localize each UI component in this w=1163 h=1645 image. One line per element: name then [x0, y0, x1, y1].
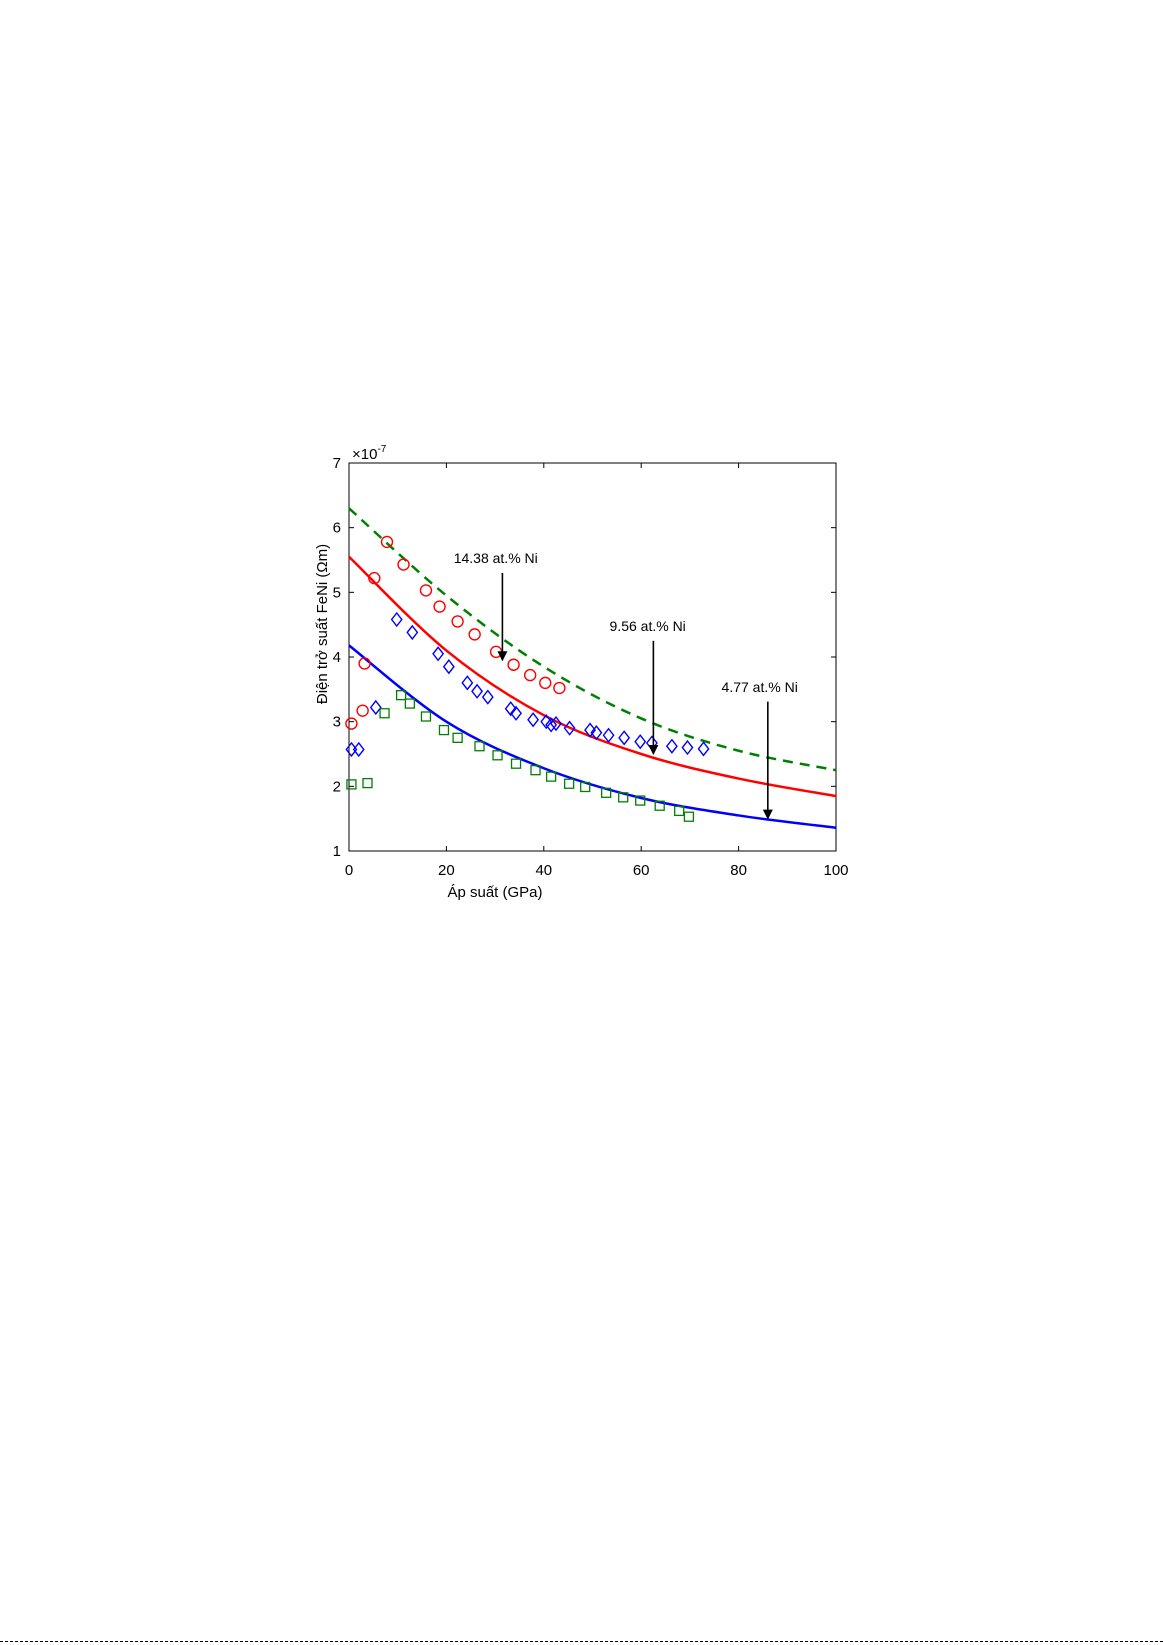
- data-point-diamond: [545, 717, 558, 733]
- data-point-square: [654, 800, 665, 811]
- annotation-label: 4.77 at.% Ni: [722, 679, 798, 695]
- data-point-square: [683, 811, 695, 822]
- data-point-diamond: [602, 727, 615, 743]
- data-point-diamond: [390, 611, 403, 628]
- data-point-diamond: [510, 705, 522, 721]
- data-point-diamond: [432, 646, 445, 662]
- data-point-square: [395, 690, 407, 701]
- data-point-circle: [380, 535, 394, 549]
- y-tick-label: 5: [333, 584, 341, 601]
- data-point-square: [545, 771, 557, 782]
- y-tick-label: 4: [333, 649, 341, 666]
- data-point-square: [618, 792, 629, 803]
- data-point-square: [580, 781, 591, 793]
- data-point-diamond: [442, 659, 455, 675]
- data-point-diamond: [481, 689, 494, 705]
- y-tick-label: 1: [333, 843, 341, 860]
- data-point-square: [452, 732, 463, 743]
- fit-curve-ff0000-solid: [348, 555, 837, 798]
- data-point-square: [635, 795, 646, 806]
- data-point-circle: [358, 657, 371, 670]
- data-point-square: [492, 750, 503, 761]
- data-point-circle: [507, 658, 520, 671]
- data-point-circle: [356, 704, 369, 717]
- data-point-circle: [489, 645, 503, 659]
- fit-curve-008000-dashed: [348, 507, 837, 772]
- data-point-square: [362, 777, 373, 789]
- data-point-diamond: [645, 735, 658, 751]
- fit-curve-0000ff-solid: [348, 644, 837, 829]
- data-point-square: [474, 741, 485, 752]
- data-point-square: [404, 698, 416, 709]
- data-point-square: [674, 805, 685, 817]
- page-bottom-rule: [0, 1641, 1163, 1643]
- data-point-square: [420, 711, 432, 722]
- data-point-square: [346, 779, 357, 790]
- x-tick-label: 60: [633, 862, 650, 879]
- x-tick-label: 0: [345, 862, 353, 879]
- data-point-circle: [368, 571, 381, 585]
- annotation-label: 14.38 at.% Ni: [454, 550, 538, 566]
- y-tick-label: 2: [333, 778, 341, 795]
- data-point-diamond: [471, 683, 484, 699]
- data-point-square: [530, 765, 541, 776]
- data-point-circle: [451, 615, 464, 628]
- data-point-diamond: [504, 701, 517, 717]
- x-tick-label: 100: [823, 862, 848, 879]
- data-point-diamond: [590, 725, 603, 741]
- data-point-square: [563, 778, 575, 789]
- plot-area: [348, 462, 837, 852]
- data-point-circle: [468, 628, 481, 641]
- data-point-circle: [397, 558, 410, 571]
- data-point-circle: [539, 676, 552, 690]
- x-tick-label: 80: [730, 862, 747, 879]
- data-point-circle: [523, 668, 537, 682]
- data-point-square: [510, 758, 522, 769]
- data-point-diamond: [550, 715, 562, 732]
- data-point-diamond: [634, 734, 647, 750]
- data-point-circle: [553, 681, 566, 695]
- data-point-square: [379, 708, 390, 719]
- x-tick-label: 40: [535, 862, 552, 879]
- data-point-diamond: [527, 712, 540, 728]
- data-point-diamond: [369, 699, 382, 716]
- data-point-diamond: [618, 730, 631, 746]
- data-point-diamond: [584, 722, 597, 738]
- data-point-diamond: [406, 624, 419, 641]
- data-point-circle: [433, 600, 446, 613]
- annotation-label: 9.56 at.% Ni: [610, 618, 686, 634]
- x-tick-label: 20: [438, 862, 455, 879]
- y-tick-label: 3: [333, 714, 341, 731]
- data-point-circle: [419, 584, 433, 597]
- data-point-square: [438, 724, 450, 736]
- y-tick-label: 7: [333, 455, 341, 472]
- data-point-diamond: [697, 741, 710, 757]
- data-point-diamond: [461, 675, 474, 691]
- y-tick-label: 6: [333, 520, 341, 537]
- y-axis-label: Điện trở suất FeNi (Ωm): [314, 544, 331, 704]
- data-point-diamond: [665, 738, 678, 754]
- data-point-diamond: [681, 739, 694, 756]
- y-multiplier-label: ×10-7: [352, 444, 387, 463]
- data-point-diamond: [352, 741, 365, 758]
- data-point-square: [600, 787, 612, 798]
- data-point-diamond: [345, 741, 358, 758]
- data-point-diamond: [563, 720, 576, 736]
- data-point-circle: [345, 717, 358, 730]
- x-axis-label: Áp suất (GPa): [447, 884, 542, 901]
